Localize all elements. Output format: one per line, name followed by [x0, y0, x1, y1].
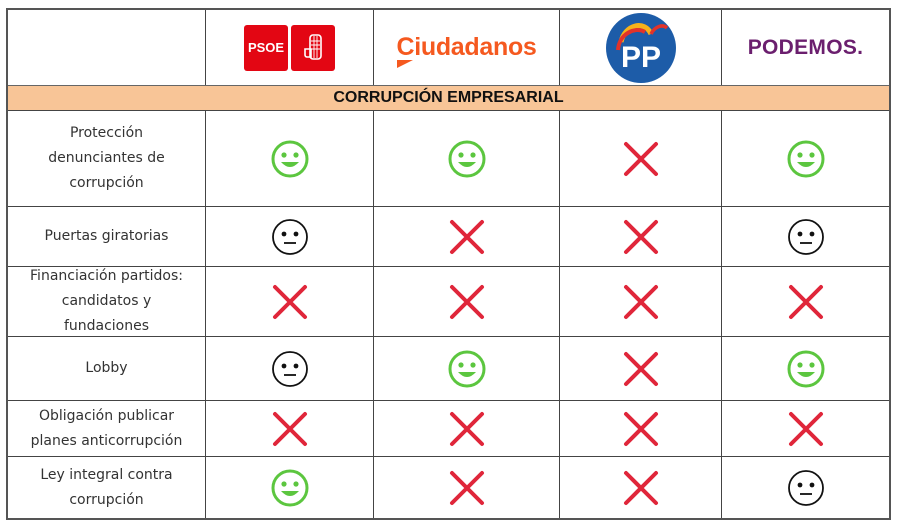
ciudadanos-triangle-icon	[397, 60, 414, 68]
pp-logo: PP	[605, 12, 676, 83]
rating-cell	[206, 401, 374, 456]
rating-cell	[722, 267, 889, 336]
party-comparison-table: PSOE Ciudadanos	[6, 8, 891, 520]
row-label-line: planes anticorrupción	[30, 432, 183, 449]
table-row: Lobby	[8, 337, 889, 401]
rating-cell	[722, 207, 889, 266]
row-label: Lobby	[79, 356, 133, 381]
row-label: Protección denunciantes de corrupción	[42, 121, 171, 196]
red-cross-icon	[620, 408, 662, 450]
rating-cell	[374, 111, 560, 206]
red-cross-icon	[620, 348, 662, 390]
happy-face-icon	[446, 348, 488, 390]
row-label-line: Lobby	[85, 360, 128, 376]
red-cross-icon	[620, 467, 662, 509]
table-row: Protección denunciantes de corrupción	[8, 111, 889, 207]
rating-cell	[206, 457, 374, 518]
section-header: CORRUPCIÓN EMPRESARIAL	[8, 85, 889, 111]
rating-cell	[560, 111, 722, 206]
red-cross-icon	[446, 281, 488, 323]
rating-cell	[206, 207, 374, 266]
svg-text:PP: PP	[620, 41, 660, 74]
psoe-fist-rose-icon	[291, 24, 335, 71]
header-ciudadanos: Ciudadanos	[374, 10, 560, 85]
ciudadanos-logo: Ciudadanos	[396, 33, 537, 68]
table-row: Financiación partidos: candidatos y fundac…	[8, 267, 889, 337]
rating-cell	[206, 111, 374, 206]
happy-face-icon	[785, 348, 827, 390]
neutral-face-icon	[269, 216, 311, 258]
rating-cell	[374, 401, 560, 456]
row-label: Obligación publicar planes anticorrupción	[25, 404, 189, 454]
red-cross-icon	[269, 281, 311, 323]
red-cross-icon	[785, 408, 827, 450]
psoe-logo: PSOE	[244, 24, 335, 71]
rating-cell	[374, 207, 560, 266]
ciudadanos-logo-text: Ciudadanos	[396, 33, 537, 61]
happy-face-icon	[269, 138, 311, 180]
red-cross-icon	[620, 138, 662, 180]
red-cross-icon	[269, 408, 311, 450]
podemos-logo: PODEMOS.	[747, 35, 864, 59]
row-label-cell: Financiación partidos: candidatos y fundac…	[8, 267, 206, 336]
rating-cell	[560, 337, 722, 400]
rating-cell	[374, 457, 560, 518]
red-cross-icon	[446, 216, 488, 258]
rating-cell	[374, 337, 560, 400]
row-label-line: Obligación publicar	[38, 407, 175, 424]
row-label-line: fundaciones	[63, 318, 150, 334]
rating-cell	[374, 267, 560, 336]
row-label-line: Protección	[69, 125, 144, 141]
header-psoe: PSOE	[206, 10, 374, 85]
row-label-line: Ley integral contra	[40, 466, 173, 483]
row-label-line: Puertas giratorias	[44, 228, 169, 244]
neutral-face-icon	[269, 348, 311, 390]
rating-cell	[722, 401, 889, 456]
red-cross-icon	[785, 281, 827, 323]
header-podemos: PODEMOS.	[722, 10, 889, 85]
row-label-cell: Lobby	[8, 337, 206, 400]
row-label-line: corrupción	[69, 491, 144, 508]
header-empty-cell	[8, 10, 206, 85]
row-label-line: denunciantes de	[48, 150, 165, 166]
row-label-cell: Protección denunciantes de corrupción	[8, 111, 206, 206]
rating-cell	[722, 457, 889, 518]
row-label-cell: Ley integral contra corrupción	[8, 457, 206, 518]
rating-cell	[560, 267, 722, 336]
red-cross-icon	[620, 281, 662, 323]
rating-cell	[722, 111, 889, 206]
red-cross-icon	[446, 408, 488, 450]
red-cross-icon	[620, 216, 662, 258]
table-row: Puertas giratorias	[8, 207, 889, 267]
neutral-face-icon	[785, 216, 827, 258]
header-row: PSOE Ciudadanos	[8, 10, 889, 85]
red-cross-icon	[446, 467, 488, 509]
row-label: Ley integral contra corrupción	[34, 463, 178, 513]
row-label-line: corrupción	[69, 175, 144, 191]
row-label-cell: Puertas giratorias	[8, 207, 206, 266]
rating-cell	[722, 337, 889, 400]
rating-cell	[560, 401, 722, 456]
rating-cell	[206, 337, 374, 400]
psoe-logo-text: PSOE	[244, 24, 288, 71]
rating-cell	[560, 207, 722, 266]
happy-face-icon	[785, 138, 827, 180]
row-label: Financiación partidos: candidatos y fundac…	[24, 264, 189, 339]
row-label-cell: Obligación publicar planes anticorrupción	[8, 401, 206, 456]
table-row: Ley integral contra corrupción	[8, 457, 889, 518]
rating-cell	[206, 267, 374, 336]
table-row: Obligación publicar planes anticorrupción	[8, 401, 889, 457]
happy-face-icon	[446, 138, 488, 180]
row-label-line: candidatos y	[61, 293, 152, 309]
row-label: Puertas giratorias	[39, 224, 175, 249]
happy-face-icon	[269, 467, 311, 509]
row-label-line: Financiación partidos:	[30, 268, 183, 284]
rating-cell	[560, 457, 722, 518]
header-pp: PP	[560, 10, 722, 85]
neutral-face-icon	[785, 467, 827, 509]
